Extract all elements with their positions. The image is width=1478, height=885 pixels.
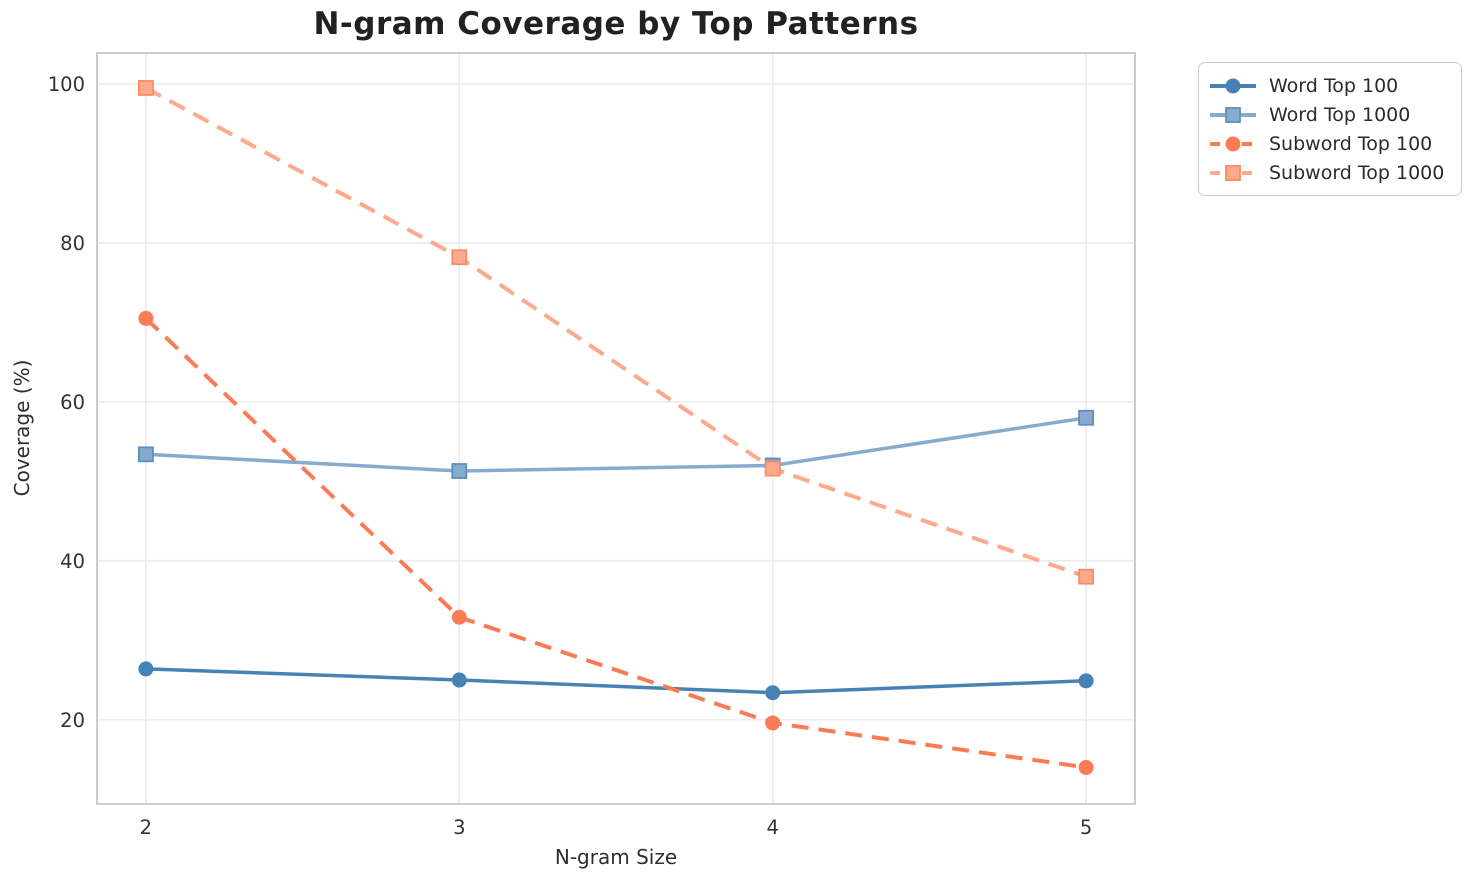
data-point-marker-subword-top-100 bbox=[765, 715, 781, 731]
legend-item-label: Word Top 100 bbox=[1269, 74, 1399, 97]
data-point-marker-word-top-1000 bbox=[451, 463, 468, 479]
series-line-subword-top-100 bbox=[144, 316, 1087, 770]
data-point-marker-word-top-100 bbox=[138, 661, 154, 677]
data-point-marker-word-top-100 bbox=[1078, 673, 1094, 689]
data-point-marker-subword-top-100 bbox=[138, 310, 154, 326]
legend-item-label: Subword Top 100 bbox=[1269, 132, 1433, 155]
data-point-marker-word-top-1000 bbox=[1078, 409, 1095, 426]
legend-marker-word-top-1000 bbox=[1210, 106, 1256, 123]
legend-item-label: Word Top 1000 bbox=[1269, 103, 1411, 126]
legend-marker-subword-top-100 bbox=[1210, 136, 1256, 151]
x-tick-label: 4 bbox=[766, 816, 778, 839]
x-tick-label: 5 bbox=[1080, 816, 1092, 839]
data-point-marker-word-top-1000 bbox=[137, 446, 154, 463]
data-point-marker-word-top-100 bbox=[451, 672, 467, 688]
y-tick-label: 60 bbox=[60, 391, 85, 414]
series-line-subword-top-1000 bbox=[144, 86, 1087, 579]
data-point-marker-subword-top-1000 bbox=[764, 460, 781, 477]
legend-marker-subword-top-1000 bbox=[1210, 164, 1256, 181]
chart-title: N-gram Coverage by Top Patterns bbox=[313, 6, 919, 42]
legend-item-word-top-100: Word Top 100 bbox=[1209, 71, 1451, 100]
legend-item-subword-top-1000: Subword Top 1000 bbox=[1209, 158, 1451, 187]
y-axis-label: Coverage (%) bbox=[10, 359, 34, 497]
data-point-marker-subword-top-100 bbox=[1078, 759, 1094, 775]
legend: Word Top 100 Word Top 1000 Subword Top 100… bbox=[1198, 62, 1462, 196]
plot-border bbox=[96, 52, 1136, 805]
x-axis-label: N-gram Size bbox=[554, 845, 678, 869]
legend-item-word-top-1000: Word Top 1000 bbox=[1209, 100, 1451, 129]
data-point-marker-word-top-100 bbox=[765, 685, 781, 701]
data-point-marker-subword-top-100 bbox=[451, 609, 467, 625]
legend-item-label: Subword Top 1000 bbox=[1269, 161, 1445, 184]
series-line-word-top-1000 bbox=[145, 416, 1087, 473]
data-point-marker-subword-top-1000 bbox=[451, 249, 468, 266]
y-tick-label: 20 bbox=[60, 709, 85, 732]
data-point-marker-subword-top-1000 bbox=[1078, 568, 1095, 585]
y-tick-label: 100 bbox=[48, 73, 85, 96]
data-point-marker-subword-top-1000 bbox=[137, 80, 154, 96]
y-tick-label: 40 bbox=[60, 550, 85, 573]
x-tick-label: 2 bbox=[140, 816, 152, 839]
series-line-word-top-100 bbox=[145, 667, 1087, 695]
y-tick-label: 80 bbox=[60, 232, 85, 255]
plot-background bbox=[97, 53, 1135, 804]
x-tick-label: 3 bbox=[453, 816, 465, 839]
legend-marker-word-top-100 bbox=[1210, 78, 1256, 93]
legend-item-subword-top-100: Subword Top 100 bbox=[1209, 129, 1451, 158]
